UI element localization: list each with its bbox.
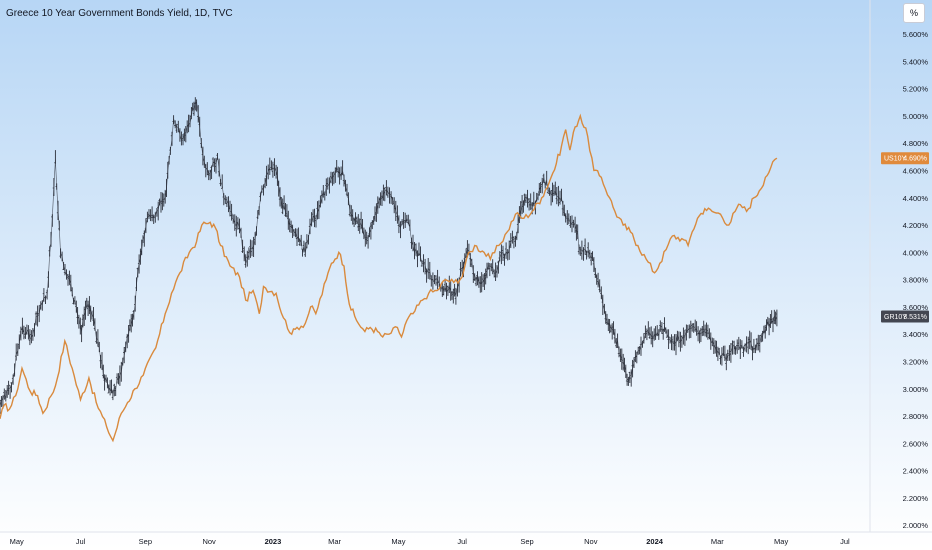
price-axis[interactable]: 2.000% 2.200% 2.400% 2.600% 2.800% 3.000% 3.20… — [903, 30, 929, 530]
x-tick-label: Mar — [711, 537, 724, 546]
y-tick-label: 4.400% — [903, 194, 929, 203]
x-tick-label: Jul — [840, 537, 850, 546]
y-tick-label: 4.600% — [903, 167, 929, 176]
x-tick-label: May — [10, 537, 24, 546]
x-tick-label: Nov — [202, 537, 216, 546]
badge-series-name: US10Y — [884, 156, 907, 163]
y-tick-label: 5.600% — [903, 30, 929, 39]
x-tick-label: Mar — [328, 537, 341, 546]
y-tick-label: 3.800% — [903, 276, 929, 285]
series-gr10y[interactable] — [0, 97, 778, 414]
y-tick-label: 5.400% — [903, 57, 929, 66]
y-tick-label: 3.600% — [903, 303, 929, 312]
y-tick-label: 3.000% — [903, 385, 929, 394]
y-tick-label: 4.800% — [903, 139, 929, 148]
x-tick-label: Sep — [520, 537, 533, 546]
series-us10y[interactable] — [0, 113, 778, 443]
badge-value: 3.531% — [903, 314, 927, 321]
x-tick-label: May — [391, 537, 405, 546]
y-tick-label: 4.200% — [903, 221, 929, 230]
x-tick-label: May — [774, 537, 788, 546]
time-axis[interactable]: May Jul Sep Nov 2023 Mar May Jul Sep Nov 2024 Mar Ma… — [10, 537, 850, 546]
badge-background — [881, 152, 929, 165]
percent-scale-button[interactable]: % — [903, 3, 925, 23]
badge-background — [881, 310, 929, 323]
y-tick-label: 2.400% — [903, 467, 929, 476]
y-tick-label: 5.000% — [903, 112, 929, 121]
x-tick-label: Jul — [457, 537, 467, 546]
x-tick-label: Nov — [584, 537, 598, 546]
x-tick-label: Jul — [76, 537, 86, 546]
y-tick-label: 3.400% — [903, 330, 929, 339]
y-tick-label: 5.200% — [903, 85, 929, 94]
x-tick-label: Sep — [139, 537, 152, 546]
y-tick-label: 2.800% — [903, 412, 929, 421]
y-tick-label: 2.000% — [903, 521, 929, 530]
y-tick-label: 4.000% — [903, 248, 929, 257]
y-tick-label: 2.200% — [903, 494, 929, 503]
chart-title: Greece 10 Year Government Bonds Yield, 1… — [6, 8, 233, 19]
x-tick-label: 2024 — [646, 537, 664, 546]
y-tick-label: 2.600% — [903, 439, 929, 448]
badge-series-name: GR10Y — [884, 314, 907, 321]
badge-value: 4.690% — [903, 156, 927, 163]
y-tick-label: 3.200% — [903, 357, 929, 366]
plot-area[interactable] — [0, 97, 778, 443]
series-line-us10y[interactable] — [0, 113, 778, 443]
x-tick-label: 2023 — [265, 537, 282, 546]
